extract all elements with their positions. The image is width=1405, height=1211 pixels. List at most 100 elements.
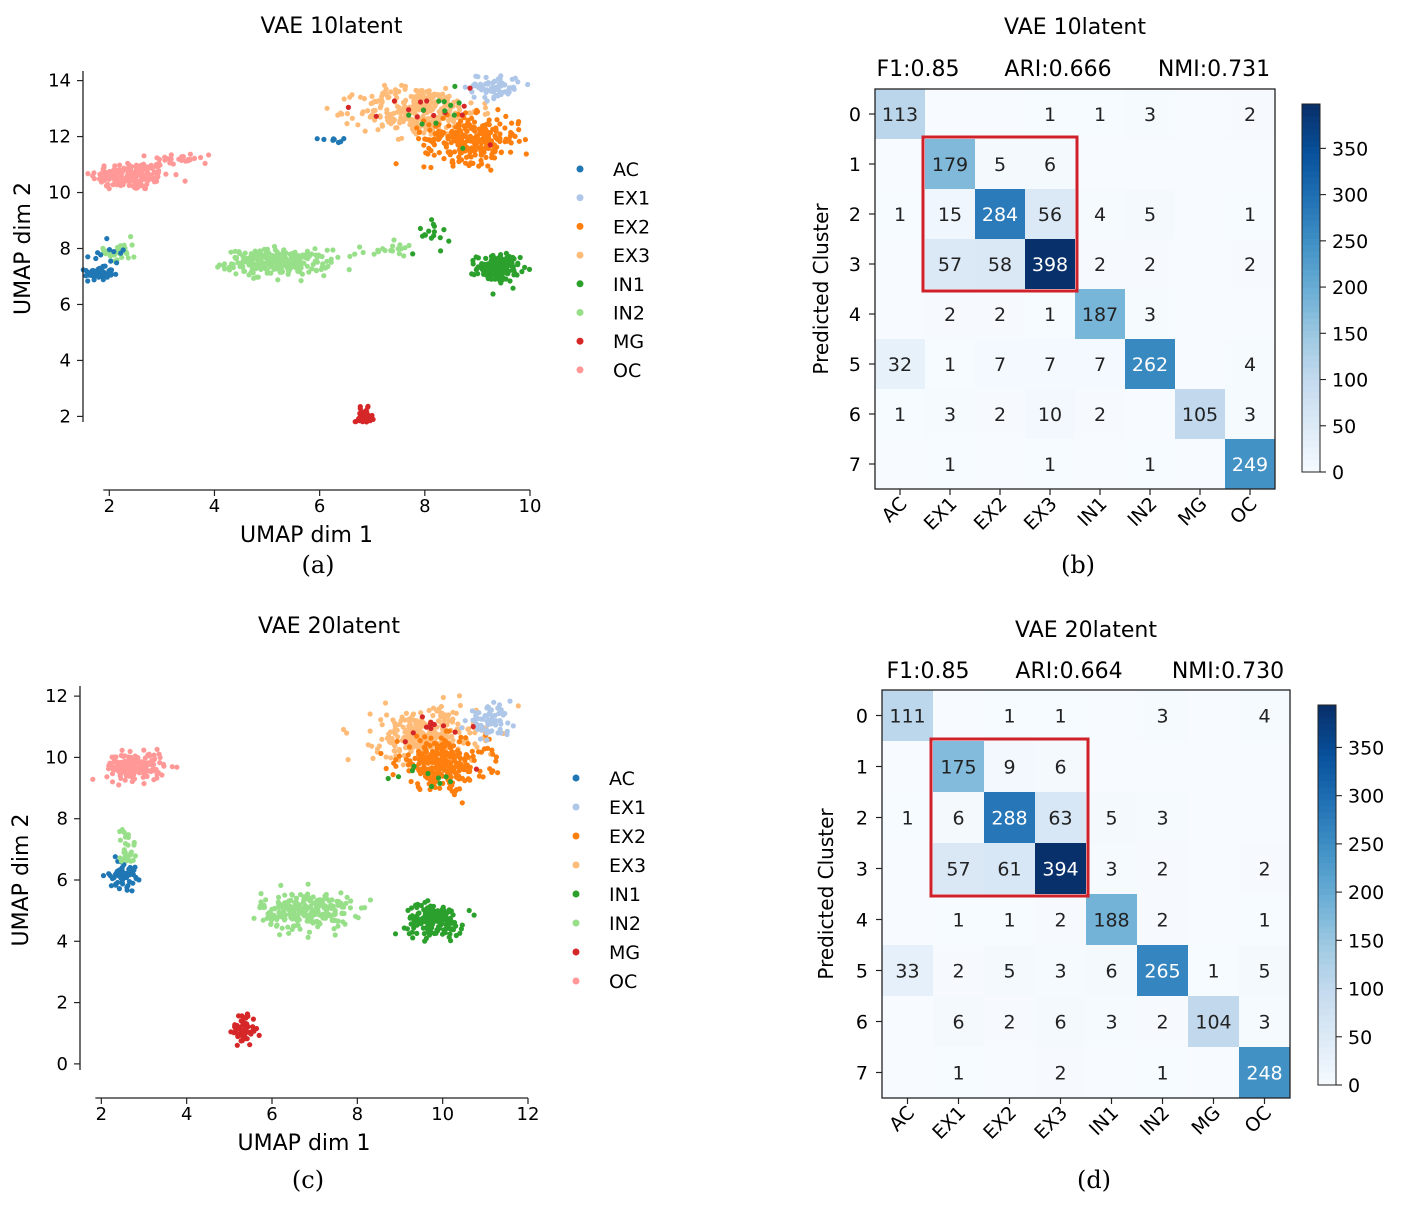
scatter-point-oc bbox=[187, 156, 194, 163]
scatter-point-in2 bbox=[275, 253, 281, 259]
scatter-point-mg bbox=[419, 714, 425, 720]
colorbar-segment bbox=[1302, 361, 1320, 369]
scatter-point-in2 bbox=[325, 263, 331, 269]
scatter-point-ex3 bbox=[405, 116, 411, 122]
scatter-point-ex3 bbox=[388, 729, 394, 735]
scatter-point-oc bbox=[156, 751, 162, 757]
scatter-point-in1 bbox=[436, 98, 442, 104]
heatmap-cell bbox=[875, 289, 926, 340]
scatter-point-in1 bbox=[406, 112, 412, 118]
row-label: 4 bbox=[856, 910, 868, 932]
scatter-point-ex2 bbox=[452, 149, 458, 155]
colorbar-segment bbox=[1318, 736, 1336, 744]
scatter-point-in2 bbox=[346, 267, 352, 273]
heatmap-value: 6 bbox=[952, 1012, 964, 1034]
colorbar-segment bbox=[1302, 251, 1320, 258]
scatter-point-ex2 bbox=[416, 136, 422, 142]
scatter-point-in2 bbox=[341, 910, 347, 917]
colorbar-segment bbox=[1302, 453, 1320, 461]
scatter-point-ex2 bbox=[478, 147, 484, 153]
metric-nmi: NMI:0.730 bbox=[1172, 659, 1284, 684]
scatter-point-ex2 bbox=[486, 135, 492, 141]
heatmap-value: 111 bbox=[889, 706, 925, 728]
scatter-point-mg bbox=[247, 1042, 253, 1048]
scatter-point-ex2 bbox=[421, 744, 427, 751]
legend-label-in2: IN2 bbox=[613, 303, 645, 325]
y-tick-label: 8 bbox=[57, 809, 68, 830]
heatmap-value: 5 bbox=[1003, 961, 1015, 983]
scatter-point-ex2 bbox=[437, 785, 443, 791]
scatter-point-oc bbox=[173, 172, 179, 178]
scatter-point-ac bbox=[98, 270, 105, 276]
heatmap-cell bbox=[1035, 741, 1087, 793]
scatter-point-ac bbox=[314, 136, 320, 142]
scatter-point-in1 bbox=[491, 264, 497, 270]
scatter-point-in1 bbox=[526, 266, 533, 272]
panel-letter-c: (c) bbox=[292, 1166, 324, 1194]
scatter-point-ac bbox=[129, 888, 135, 894]
scatter-point-in2 bbox=[298, 278, 304, 284]
scatter-point-ex2 bbox=[485, 163, 491, 169]
scatter-point-in2 bbox=[282, 892, 288, 898]
heatmap-cell bbox=[925, 189, 976, 240]
legend-label-oc: OC bbox=[609, 971, 637, 993]
scatter-point-in2 bbox=[276, 894, 282, 900]
col-label: MG bbox=[1187, 1102, 1225, 1140]
panel-letter-d: (d) bbox=[1077, 1166, 1111, 1194]
scatter-point-ex2 bbox=[405, 752, 411, 758]
y-tick-label: 8 bbox=[60, 239, 71, 260]
scatter-point-mg bbox=[345, 104, 351, 110]
heatmap-value: 1 bbox=[944, 454, 956, 476]
scatter-point-oc bbox=[117, 162, 123, 168]
scatter-point-in1 bbox=[448, 102, 454, 108]
scatter-point-in2 bbox=[355, 915, 361, 921]
scatter-point-in1 bbox=[429, 925, 435, 931]
scatter-point-ex3 bbox=[377, 114, 383, 120]
heatmap-value: 6 bbox=[952, 808, 964, 830]
scatter-point-in1 bbox=[409, 905, 415, 911]
scatter-point-ex2 bbox=[443, 141, 449, 147]
scatter-point-ex2 bbox=[416, 129, 422, 135]
colorbar-segment bbox=[1318, 1066, 1336, 1073]
scatter-point-ex3 bbox=[436, 718, 442, 724]
scatter-point-mg bbox=[239, 1038, 245, 1044]
scatter-point-ex1 bbox=[479, 83, 486, 89]
scatter-point-in2 bbox=[241, 255, 247, 261]
scatter-point-ex1 bbox=[510, 723, 516, 729]
scatter-point-ac bbox=[85, 278, 91, 284]
heatmap-cell bbox=[1225, 239, 1276, 290]
heatmap-cell bbox=[925, 339, 976, 390]
scatter-point-ac bbox=[124, 887, 130, 893]
scatter-point-ex2 bbox=[441, 156, 447, 162]
scatter-point-ex2 bbox=[512, 133, 518, 139]
heatmap-cell bbox=[1075, 189, 1126, 240]
scatter-point-oc bbox=[109, 174, 116, 180]
scatter-point-in2 bbox=[263, 897, 269, 903]
scatter-point-ex2 bbox=[462, 765, 469, 771]
heatmap-cell bbox=[875, 189, 926, 240]
chart-title: VAE 20latent bbox=[1015, 618, 1157, 643]
heatmap-cell bbox=[1188, 792, 1240, 844]
heatmap-cell bbox=[1075, 289, 1126, 340]
scatter-point-ex3 bbox=[450, 709, 456, 715]
scatter-point-ex1 bbox=[462, 718, 468, 724]
heatmap-cell bbox=[875, 339, 926, 390]
scatter-point-ex3 bbox=[365, 742, 371, 748]
scatter-point-in2 bbox=[335, 918, 341, 924]
scatter-point-ex3 bbox=[345, 757, 351, 763]
scatter-point-in2 bbox=[362, 905, 368, 911]
colorbar-segment bbox=[1302, 146, 1320, 154]
scatter-point-in1 bbox=[452, 83, 458, 89]
colorbar-segment bbox=[1302, 318, 1320, 326]
scatter-point-in2 bbox=[318, 266, 324, 273]
scatter-point-ex2 bbox=[491, 155, 498, 161]
scatter-point-in1 bbox=[487, 267, 493, 273]
colorbar-segment bbox=[1318, 990, 1336, 997]
scatter-point-in2 bbox=[125, 842, 131, 848]
scatter-point-in2 bbox=[320, 915, 326, 921]
scatter-point-ex2 bbox=[457, 738, 463, 745]
scatter-point-ex2 bbox=[422, 734, 428, 740]
scatter-point-in2 bbox=[310, 894, 316, 900]
scatter-point-in2 bbox=[375, 249, 382, 255]
col-label: IN1 bbox=[1073, 493, 1111, 531]
